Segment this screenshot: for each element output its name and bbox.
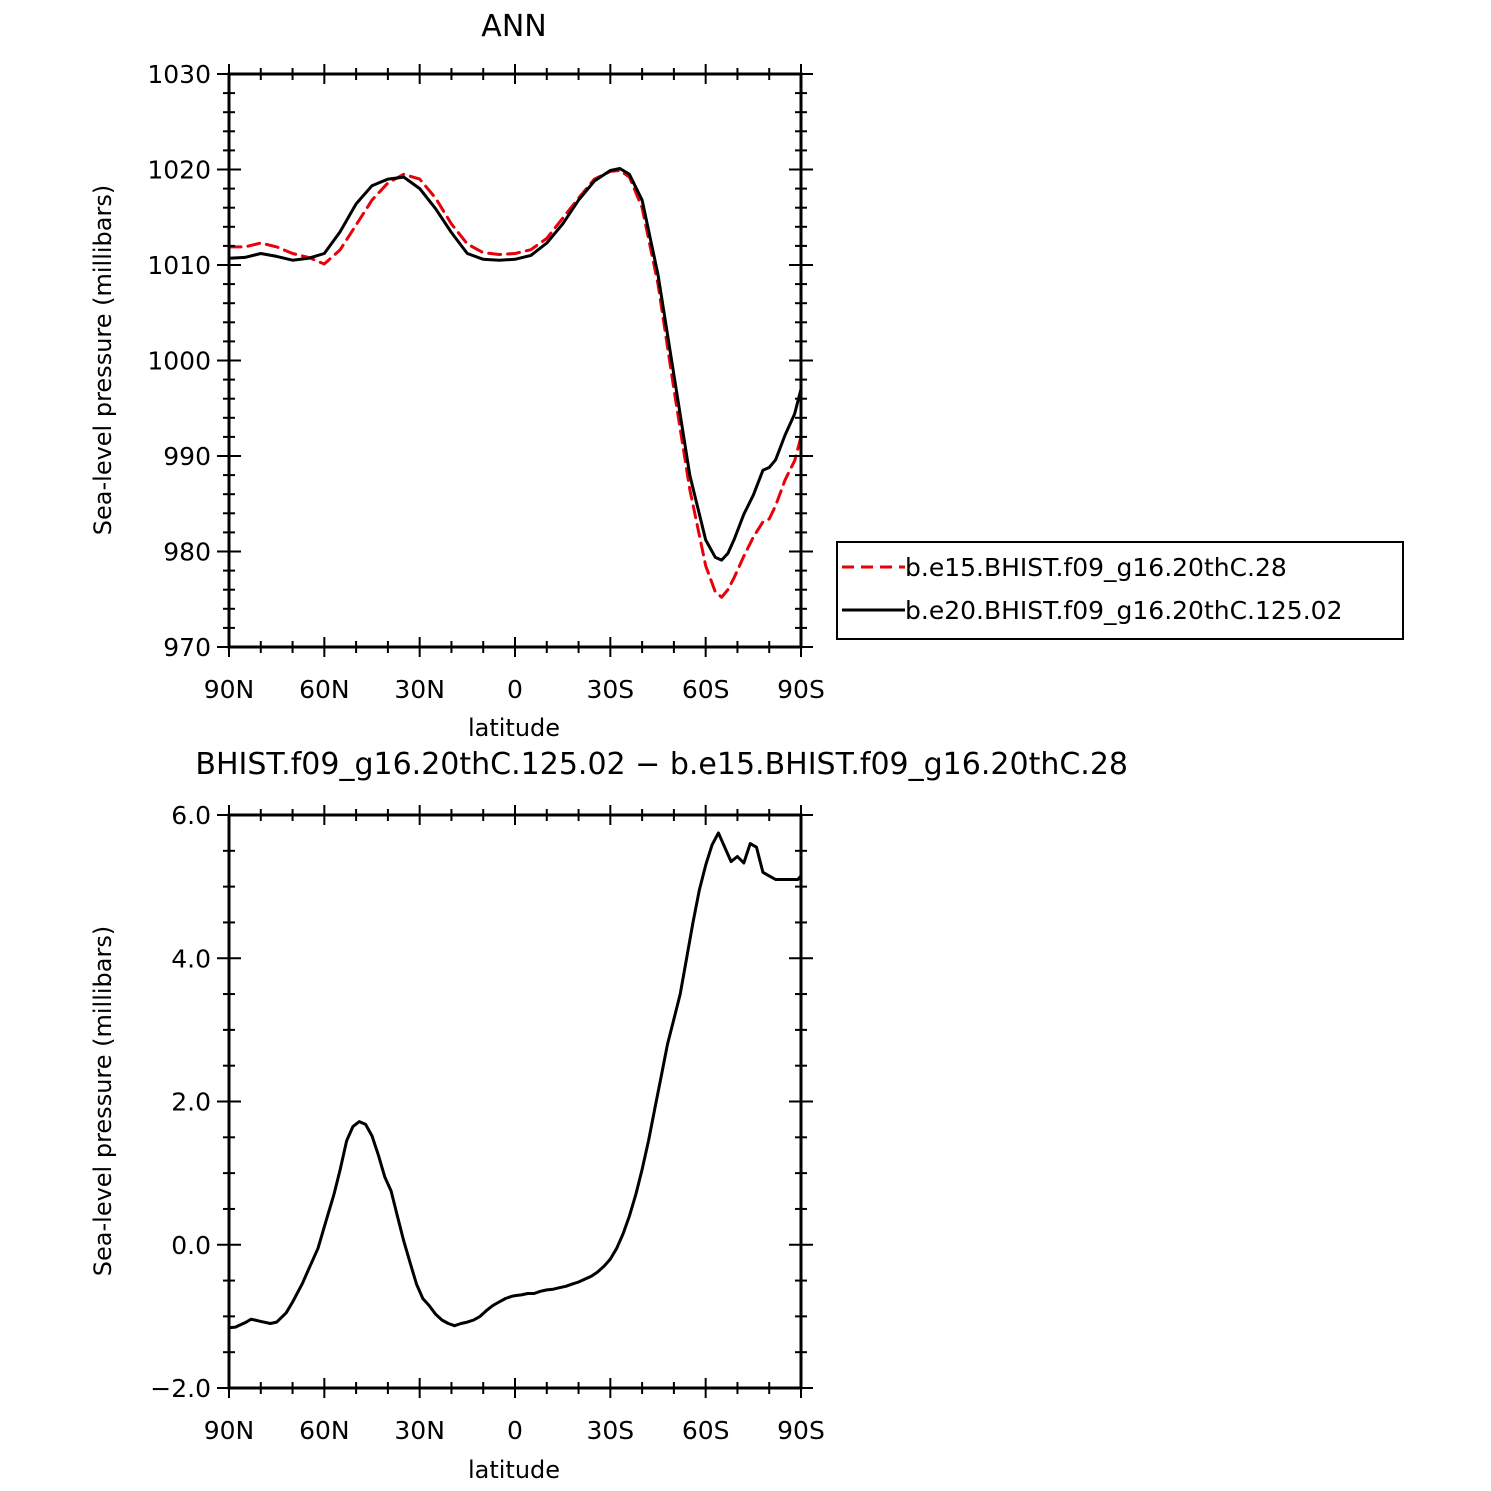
bottom-x-axis-label: latitude — [468, 1456, 560, 1484]
bottom-plot-frame — [227, 813, 803, 1390]
bottom-y-tick-label: 4.0 — [171, 944, 211, 973]
legend: b.e15.BHIST.f09_g16.20thC.28 b.e20.BHIST… — [836, 541, 1404, 640]
bottom-x-tick-label: 90N — [204, 1416, 255, 1445]
bottom-x-tick-label: 0 — [507, 1416, 523, 1445]
bottom-x-tick-label: 30N — [394, 1416, 445, 1445]
bottom-y-tick-label: 2.0 — [171, 1088, 211, 1117]
bottom-y-axis-label: Sea-level pressure (millibars) — [89, 926, 117, 1276]
top-x-tick-label: 0 — [507, 675, 523, 704]
top-x-tick-label: 90N — [204, 675, 255, 704]
bottom-x-tick-label: 90S — [777, 1416, 825, 1445]
bottom-series-line-1 — [227, 831, 803, 1330]
bottom-y-tick-label: −2.0 — [150, 1374, 211, 1403]
top-y-tick-label: 1010 — [147, 251, 211, 280]
top-x-axis-label: latitude — [468, 714, 560, 742]
top-y-tick-label: 1000 — [147, 347, 211, 376]
top-y-axis-label: Sea-level pressure (millibars) — [89, 185, 117, 535]
legend-box — [836, 541, 1404, 640]
top-x-tick-label: 60N — [299, 675, 350, 704]
top-x-tick-label: 90S — [777, 675, 825, 704]
top-x-tick-label: 60S — [682, 675, 730, 704]
top-x-tick-label: 30S — [586, 675, 634, 704]
top-chart-title: ANN — [481, 9, 546, 44]
top-y-tick-label: 970 — [163, 633, 211, 662]
top-y-tick-label: 1030 — [147, 60, 211, 89]
top-x-tick-label: 30N — [394, 675, 445, 704]
bottom-chart-title: BHIST.f09_g16.20thC.125.02 − b.e15.BHIST… — [195, 747, 1128, 782]
bottom-x-tick-label: 60S — [682, 1416, 730, 1445]
top-y-tick-label: 990 — [163, 442, 211, 471]
bottom-y-tick-label: 6.0 — [171, 801, 211, 830]
top-series-line-2 — [227, 167, 803, 562]
legend-label-series-2: b.e20.BHIST.f09_g16.20thC.125.02 — [905, 596, 1342, 625]
top-y-tick-label: 980 — [163, 538, 211, 567]
bottom-y-tick-label: 0.0 — [171, 1231, 211, 1260]
bottom-x-tick-label: 30S — [586, 1416, 634, 1445]
top-plot-frame — [227, 72, 803, 649]
legend-label-series-1: b.e15.BHIST.f09_g16.20thC.28 — [905, 553, 1287, 582]
top-y-tick-label: 1020 — [147, 156, 211, 185]
top-panel: ANN 90N 60N 30N 0 30S 60S 90S 970 980 990 1000 1010… — [89, 9, 825, 742]
bottom-x-tick-label: 60N — [299, 1416, 350, 1445]
top-series-line-1 — [227, 169, 803, 599]
bottom-panel: BHIST.f09_g16.20thC.125.02 − b.e15.BHIST… — [89, 747, 1128, 1484]
